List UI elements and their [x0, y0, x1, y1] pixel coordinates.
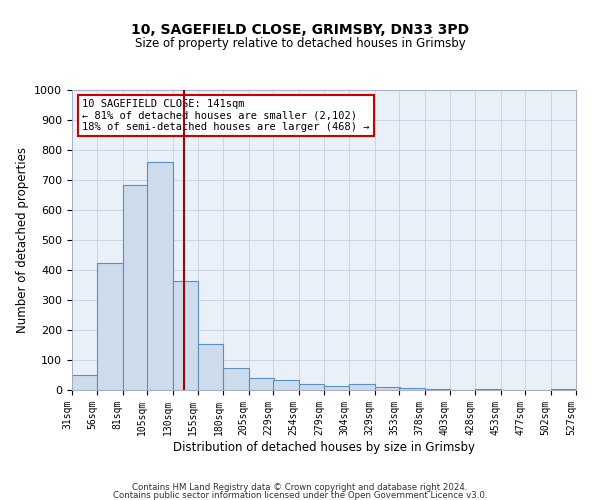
Text: Contains HM Land Registry data © Crown copyright and database right 2024.: Contains HM Land Registry data © Crown c…: [132, 482, 468, 492]
Bar: [123, 184, 148, 390]
Bar: [551, 388, 576, 390]
Bar: [349, 384, 375, 390]
Text: Contains public sector information licensed under the Open Government Licence v3: Contains public sector information licen…: [113, 491, 487, 500]
Bar: [273, 380, 299, 390]
Bar: [399, 388, 425, 390]
Bar: [425, 388, 450, 390]
Bar: [299, 384, 324, 390]
Text: Size of property relative to detached houses in Grimsby: Size of property relative to detached ho…: [134, 38, 466, 51]
Bar: [249, 378, 274, 390]
Bar: [198, 344, 223, 390]
X-axis label: Distribution of detached houses by size in Grimsby: Distribution of detached houses by size …: [173, 440, 475, 454]
Bar: [173, 281, 198, 390]
Bar: [147, 162, 173, 390]
Bar: [475, 388, 501, 390]
Text: 10 SAGEFIELD CLOSE: 141sqm
← 81% of detached houses are smaller (2,102)
18% of s: 10 SAGEFIELD CLOSE: 141sqm ← 81% of deta…: [82, 99, 370, 132]
Y-axis label: Number of detached properties: Number of detached properties: [16, 147, 29, 333]
Text: 10, SAGEFIELD CLOSE, GRIMSBY, DN33 3PD: 10, SAGEFIELD CLOSE, GRIMSBY, DN33 3PD: [131, 22, 469, 36]
Bar: [97, 262, 123, 390]
Bar: [375, 386, 400, 390]
Bar: [223, 368, 249, 390]
Bar: [72, 375, 97, 390]
Bar: [324, 386, 349, 390]
